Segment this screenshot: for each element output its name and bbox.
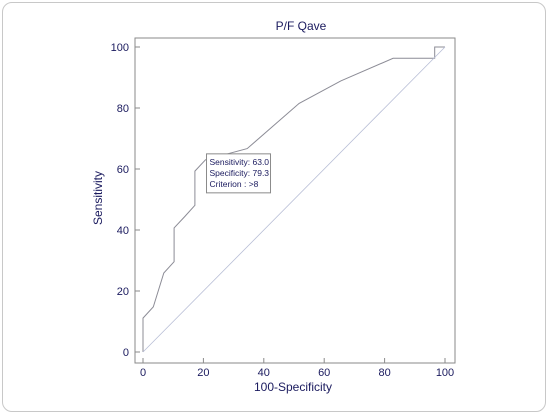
plot-content — [142, 46, 446, 353]
roc-curve — [142, 46, 445, 352]
y-axis: 0 20 40 60 80 100 — [111, 42, 140, 359]
annotation-sensitivity: Sensitivity: 63.0 — [210, 157, 270, 167]
reference-diagonal — [142, 46, 446, 353]
y-tick-label: 0 — [123, 347, 129, 359]
annotation-criterion: Criterion : >8 — [210, 179, 259, 189]
y-tick-label: 40 — [117, 225, 129, 237]
chart-title: P/F Qave — [276, 19, 327, 33]
x-axis: 0 20 40 60 80 100 — [140, 358, 454, 379]
x-axis-label: 100-Specificity — [254, 380, 332, 394]
x-tick-label: 60 — [318, 367, 330, 379]
y-tick-label: 80 — [117, 103, 129, 115]
plot-area — [134, 37, 456, 364]
y-tick-label: 20 — [117, 286, 129, 298]
y-tick-label: 60 — [117, 164, 129, 176]
x-tick-label: 80 — [378, 367, 390, 379]
y-tick-label: 100 — [111, 42, 129, 54]
annotation-box: Sensitivity: 63.0 Specificity: 79.3 Crit… — [206, 153, 272, 194]
x-tick-label: 40 — [258, 367, 270, 379]
x-tick-label: 100 — [436, 367, 454, 379]
x-tick-label: 20 — [197, 367, 209, 379]
y-axis-label: Sensitivity — [91, 171, 105, 225]
annotation-border — [206, 153, 272, 194]
annotation-specificity: Specificity: 79.3 — [210, 168, 270, 178]
x-tick-label: 0 — [140, 367, 146, 379]
